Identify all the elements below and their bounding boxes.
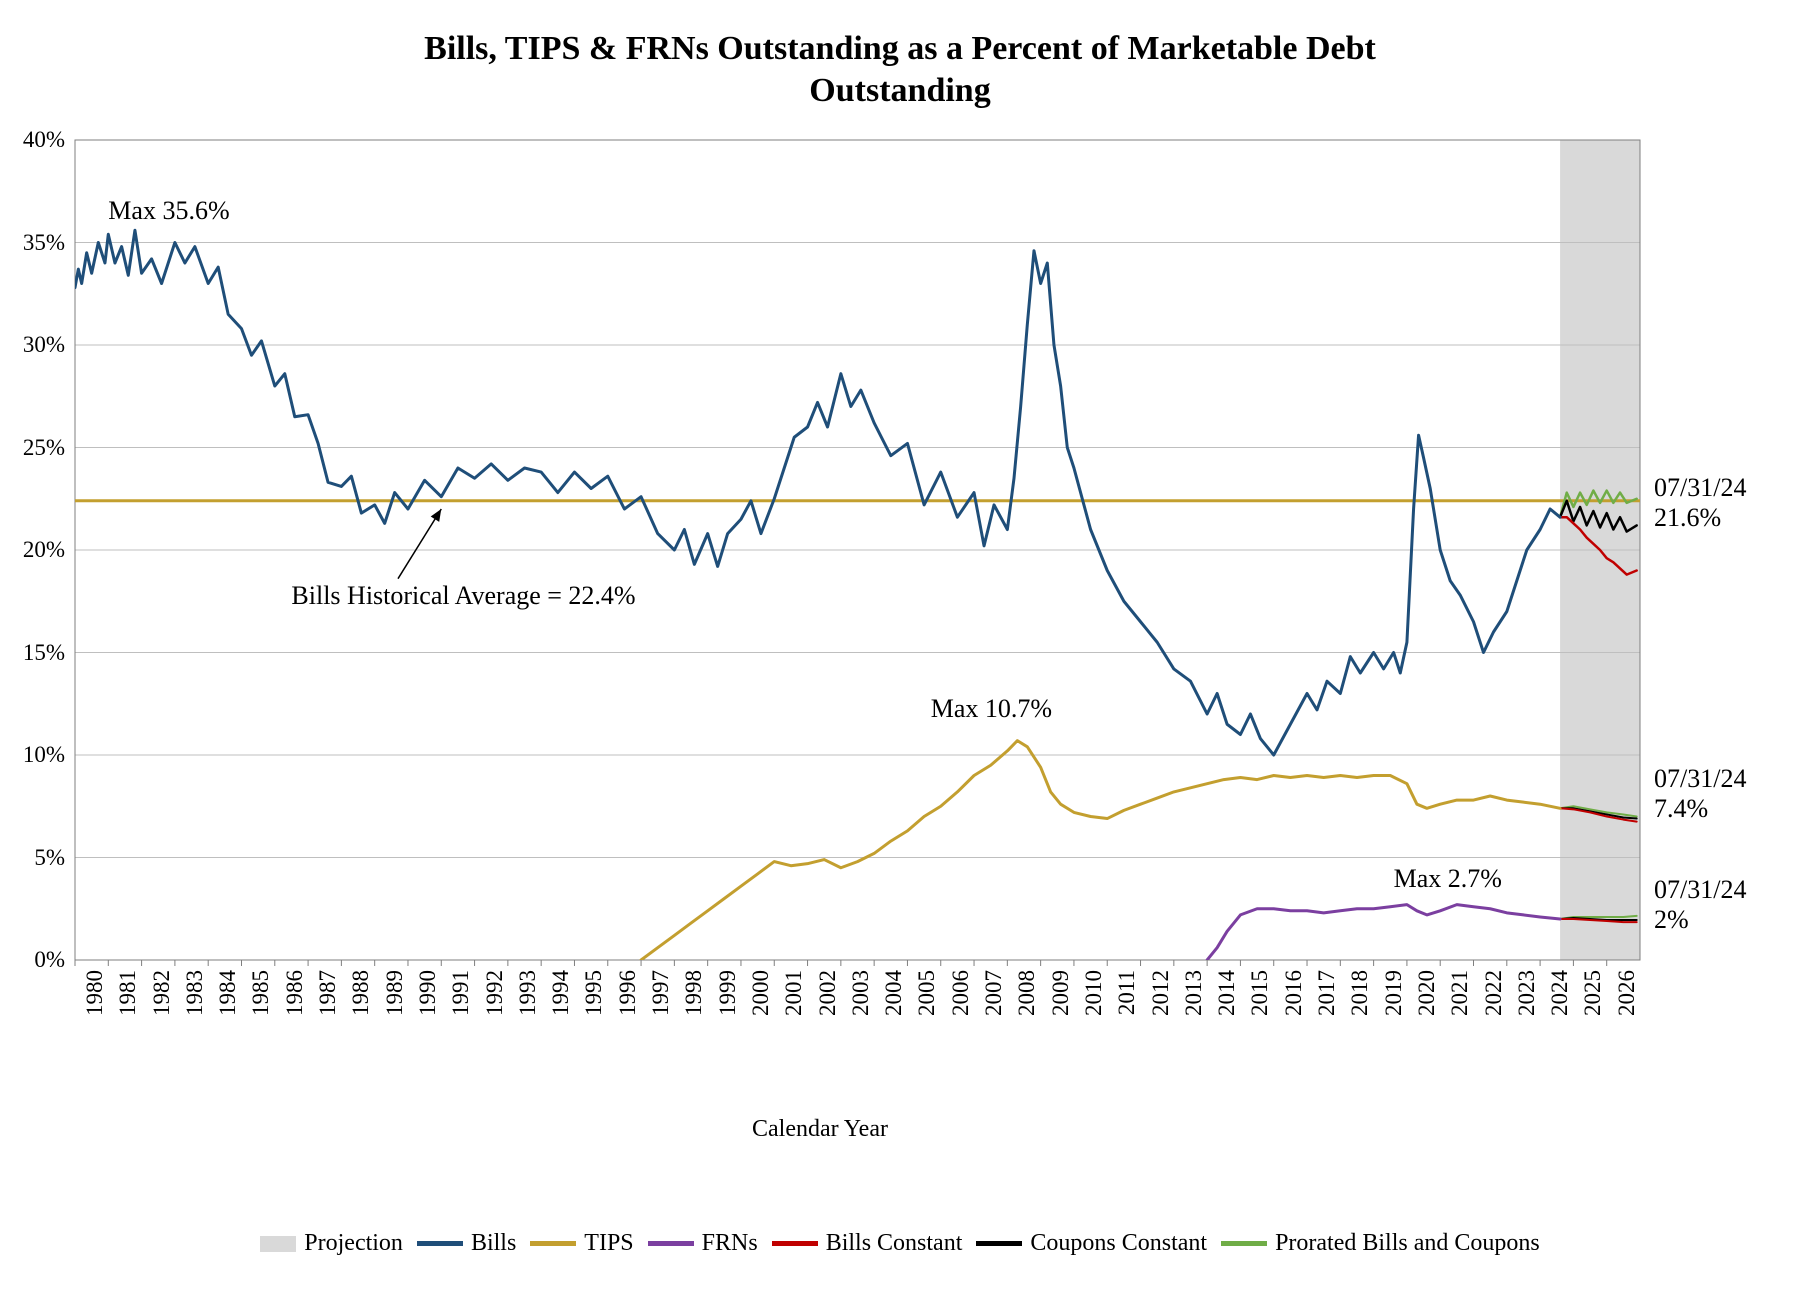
legend-swatch — [1221, 1241, 1267, 1246]
x-tick-label: 2026 — [1614, 970, 1640, 1016]
x-tick-label: 2006 — [948, 970, 974, 1016]
callout-frns-date: 07/31/24 — [1654, 875, 1746, 905]
x-tick-label: 1991 — [448, 970, 474, 1016]
legend-label: FRNs — [702, 1230, 758, 1257]
legend-item: Coupons Constant — [976, 1230, 1207, 1257]
callout-bills-date: 07/31/24 — [1654, 473, 1746, 503]
y-tick-label: 5% — [0, 845, 65, 871]
y-tick-label: 15% — [0, 640, 65, 666]
legend-item: Bills Constant — [772, 1230, 963, 1257]
x-tick-label: 1986 — [282, 970, 308, 1016]
annot-max-bills: Max 35.6% — [108, 196, 229, 226]
x-tick-label: 1984 — [215, 970, 241, 1016]
legend-swatch — [772, 1241, 818, 1246]
annot-max-tips: Max 10.7% — [931, 694, 1052, 724]
legend-swatch — [648, 1241, 694, 1246]
x-tick-label: 1987 — [315, 970, 341, 1016]
x-tick-label: 2009 — [1048, 970, 1074, 1016]
x-tick-label: 2008 — [1014, 970, 1040, 1016]
x-tick-label: 2010 — [1081, 970, 1107, 1016]
x-tick-label: 1996 — [615, 970, 641, 1016]
callout-tips-value: 7.4% — [1654, 794, 1708, 824]
y-tick-label: 30% — [0, 332, 65, 358]
chart-plot — [0, 0, 1800, 1289]
x-tick-label: 2018 — [1347, 970, 1373, 1016]
callout-frns-value: 2% — [1654, 905, 1689, 935]
x-tick-label: 1990 — [415, 970, 441, 1016]
x-tick-label: 1985 — [248, 970, 274, 1016]
legend-label: TIPS — [584, 1230, 633, 1257]
x-tick-label: 2017 — [1314, 970, 1340, 1016]
annot-max-frns: Max 2.7% — [1394, 864, 1502, 894]
legend-item: Bills — [417, 1230, 516, 1257]
x-tick-label: 1982 — [149, 970, 175, 1016]
callout-tips-date: 07/31/24 — [1654, 764, 1746, 794]
legend-item: Projection — [260, 1230, 403, 1257]
x-tick-label: 2012 — [1148, 970, 1174, 1016]
legend-swatch — [417, 1241, 463, 1246]
x-tick-label: 2004 — [881, 970, 907, 1016]
legend-item: TIPS — [530, 1230, 633, 1257]
x-tick-label: 1995 — [581, 970, 607, 1016]
x-tick-label: 1994 — [548, 970, 574, 1016]
x-tick-label: 2011 — [1114, 970, 1140, 1015]
y-tick-label: 35% — [0, 230, 65, 256]
x-tick-label: 2007 — [981, 970, 1007, 1016]
x-tick-label: 2016 — [1281, 970, 1307, 1016]
x-tick-label: 1998 — [681, 970, 707, 1016]
x-tick-label: 2023 — [1514, 970, 1540, 1016]
x-tick-label: 2022 — [1481, 970, 1507, 1016]
x-tick-label: 1980 — [82, 970, 108, 1016]
annot-hist-avg: Bills Historical Average = 22.4% — [291, 581, 635, 611]
x-tick-label: 2001 — [781, 970, 807, 1016]
legend-label: Bills Constant — [826, 1230, 963, 1257]
x-tick-label: 2015 — [1247, 970, 1273, 1016]
legend-swatch — [530, 1241, 576, 1246]
legend-swatch — [976, 1241, 1022, 1246]
x-tick-label: 2002 — [815, 970, 841, 1016]
legend-label: Projection — [304, 1230, 403, 1257]
y-tick-label: 25% — [0, 435, 65, 461]
y-tick-label: 0% — [0, 947, 65, 973]
x-axis-title: Calendar Year — [0, 1116, 1640, 1143]
x-tick-label: 2024 — [1547, 970, 1573, 1016]
x-tick-label: 2000 — [748, 970, 774, 1016]
y-tick-label: 40% — [0, 127, 65, 153]
x-tick-label: 2013 — [1181, 970, 1207, 1016]
x-tick-label: 1993 — [515, 970, 541, 1016]
x-tick-label: 1981 — [115, 970, 141, 1016]
legend-label: Bills — [471, 1230, 516, 1257]
legend-item: FRNs — [648, 1230, 758, 1257]
legend-label: Coupons Constant — [1030, 1230, 1207, 1257]
x-tick-label: 2025 — [1580, 970, 1606, 1016]
x-tick-label: 1983 — [182, 970, 208, 1016]
x-tick-label: 2020 — [1414, 970, 1440, 1016]
y-tick-label: 10% — [0, 742, 65, 768]
x-tick-label: 2005 — [914, 970, 940, 1016]
legend-swatch — [260, 1236, 296, 1252]
y-tick-label: 20% — [0, 537, 65, 563]
x-tick-label: 1988 — [348, 970, 374, 1016]
x-tick-label: 2003 — [848, 970, 874, 1016]
x-tick-label: 1999 — [715, 970, 741, 1016]
legend-item: Prorated Bills and Coupons — [1221, 1230, 1540, 1257]
legend-label: Prorated Bills and Coupons — [1275, 1230, 1540, 1257]
x-tick-label: 2014 — [1214, 970, 1240, 1016]
callout-bills-value: 21.6% — [1654, 503, 1721, 533]
x-tick-label: 1992 — [482, 970, 508, 1016]
x-tick-label: 2021 — [1447, 970, 1473, 1016]
legend: Projection Bills TIPS FRNs Bills Constant Cou… — [0, 1230, 1800, 1257]
x-tick-label: 1989 — [382, 970, 408, 1016]
x-tick-label: 1997 — [648, 970, 674, 1016]
x-tick-label: 2019 — [1381, 970, 1407, 1016]
